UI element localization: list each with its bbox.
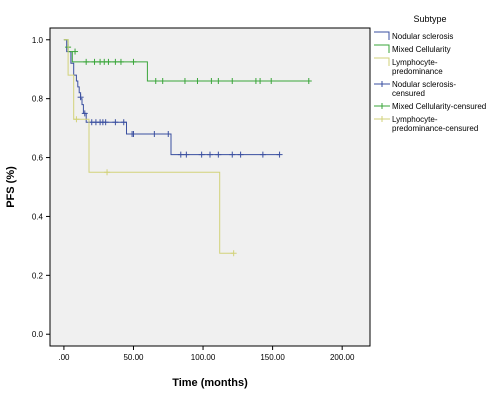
x-axis-title: Time (months) [172,377,248,389]
y-tick-label: 0.4 [32,212,44,221]
legend-swatch-plus [379,116,385,122]
x-tick-label: 100.00 [191,353,216,362]
legend-label: Mixed Cellularity-censured [392,102,486,111]
censored-mark-0 [165,131,172,137]
censored-mark-1 [229,78,236,84]
censored-mark-1 [208,78,215,84]
censored-mark-0 [102,119,109,126]
y-tick-label: 1.0 [32,36,44,45]
legend-swatch-plus [379,103,385,109]
x-tick-label: 200.00 [330,353,355,362]
legend-label: Lymphocyte- [392,115,438,124]
censored-mark-1 [257,78,264,84]
x-tick-label: 50.00 [123,353,144,362]
censored-mark-1 [72,48,79,55]
censored-mark-1 [112,58,119,65]
censored-mark-0 [112,119,119,126]
censored-mark-0 [237,151,244,158]
legend-label: censured [392,89,425,98]
y-axis-title: PFS (%) [5,166,17,208]
y-tick-label: 0.2 [32,271,44,280]
series-layer [63,39,312,257]
censored-mark-0 [120,119,127,126]
censored-mark-1 [83,58,90,65]
legend-label: predominance [392,67,443,76]
censored-mark-2 [104,169,111,176]
censored-mark-1 [91,58,98,65]
censored-mark-0 [229,151,236,158]
legend: Subtype Nodular sclerosis Mixed Cellulari… [374,14,486,133]
legend-label: Nodular sclerosis- [392,80,456,89]
censored-mark-1 [215,78,222,84]
censored-mark-1 [117,58,124,65]
censored-mark-1 [105,58,112,65]
censored-mark-1 [268,78,275,84]
censored-mark-1 [130,58,137,65]
censored-mark-0 [130,131,137,137]
y-tick-label: 0.8 [32,95,44,104]
censored-mark-0 [81,110,88,117]
plot-area [49,27,371,347]
censored-mark-0 [215,151,222,158]
censored-mark-0 [183,151,190,158]
censored-mark-0 [151,131,158,137]
legend-label: Mixed Cellularity [392,45,451,54]
axes: 0.0 0.2 0.4 0.6 0.8 1.0 .00 50.00 100.00 150.00 20… [32,36,355,362]
legend-swatch-line [374,57,390,66]
legend-swatch-line [374,31,390,40]
censored-mark-0 [198,151,205,158]
legend-title: Subtype [413,14,446,24]
legend-label: Nodular sclerosis [392,32,453,41]
censored-mark-1 [152,78,159,84]
series-line-2 [63,39,234,254]
censored-mark-0 [276,151,283,158]
censored-mark-1 [159,78,166,84]
legend-swatch-plus [379,81,385,87]
censored-mark-2 [73,116,80,123]
y-tick-label: 0.6 [32,154,44,163]
legend-label: Lymphocyte- [392,58,438,67]
censored-mark-2 [230,250,237,257]
censored-mark-1 [181,78,188,84]
censored-mark-0 [177,151,184,158]
series-line-0 [63,39,280,156]
x-tick-label: 150.00 [260,353,285,362]
censored-mark-1 [305,78,312,84]
censored-mark-0 [77,94,84,101]
censored-mark-0 [207,151,213,158]
legend-swatch-line [374,44,390,53]
legend-label: predominance-censured [392,124,478,133]
censored-mark-0 [259,151,266,158]
y-tick-label: 0.0 [32,330,44,339]
censored-mark-1 [194,78,201,84]
x-tick-label: .00 [58,353,70,362]
